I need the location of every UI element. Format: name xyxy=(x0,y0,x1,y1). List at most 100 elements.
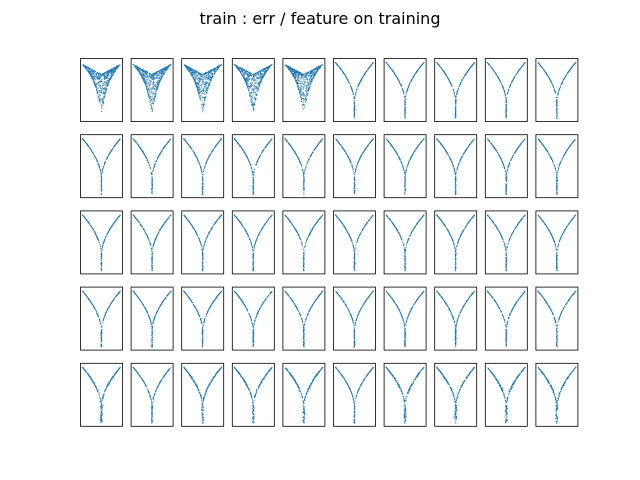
scatter-point xyxy=(139,72,141,74)
scatter-point xyxy=(98,73,100,75)
scatter-point xyxy=(144,81,145,83)
scatter-point xyxy=(97,76,99,78)
scatter-point xyxy=(305,77,307,78)
scatter-point xyxy=(145,70,147,72)
scatter-point xyxy=(298,78,299,80)
scatter-point xyxy=(361,77,363,79)
scatter-point xyxy=(304,81,306,83)
scatter-point xyxy=(414,74,416,75)
scatter-point xyxy=(99,100,101,101)
scatter-point xyxy=(110,75,112,77)
scatter-point xyxy=(106,72,108,74)
scatter-point xyxy=(351,88,353,89)
scatter-point xyxy=(114,68,116,70)
scatter-point xyxy=(306,90,307,92)
scatter-point xyxy=(164,69,165,71)
scatter-point xyxy=(159,70,161,72)
scatter-point xyxy=(307,84,309,86)
scatter-point xyxy=(192,75,194,77)
scatter-point xyxy=(369,66,371,68)
scatter-point xyxy=(253,77,255,79)
scatter-point xyxy=(462,77,464,79)
scatter-point xyxy=(321,64,323,66)
scatter-point xyxy=(251,88,253,90)
scatter-point xyxy=(556,110,558,112)
scatter-point xyxy=(246,70,247,72)
scatter-point xyxy=(166,66,168,68)
scatter-point xyxy=(308,86,310,88)
scatter-point xyxy=(302,104,304,106)
scatter-point xyxy=(218,65,220,67)
scatter-point xyxy=(147,94,149,95)
scatter-point xyxy=(210,79,212,81)
scatter-point xyxy=(249,85,251,87)
scatter-point xyxy=(213,68,214,70)
scatter-point xyxy=(295,72,297,74)
scatter-point xyxy=(87,68,89,70)
scatter-point xyxy=(134,66,136,68)
scatter-point xyxy=(249,95,251,97)
scatter-point xyxy=(454,93,455,95)
scatter-points xyxy=(234,64,273,111)
scatter-point xyxy=(404,113,406,115)
scatter-point xyxy=(150,108,152,110)
scatter-point xyxy=(159,71,161,73)
scatter-point xyxy=(405,95,407,97)
scatter-point xyxy=(139,67,141,69)
scatter-point xyxy=(150,73,152,75)
scatter-point xyxy=(144,82,146,84)
scatter-point xyxy=(157,74,159,76)
scatter-point xyxy=(353,102,355,104)
scatter-point xyxy=(309,78,311,79)
scatter-point xyxy=(519,68,521,70)
scatter-point xyxy=(113,72,115,73)
scatter-point xyxy=(252,83,254,85)
scatter-point xyxy=(309,83,311,85)
scatter-point xyxy=(404,111,406,113)
scatter-point xyxy=(102,85,104,86)
scatter-point xyxy=(193,70,195,72)
scatter-point xyxy=(98,90,99,92)
scatter-point xyxy=(254,102,256,104)
scatter-point xyxy=(248,80,249,82)
scatter-point xyxy=(91,72,93,74)
scatter-point xyxy=(509,84,511,86)
scatter-point xyxy=(398,80,400,82)
scatter-point xyxy=(198,85,199,87)
scatter-point xyxy=(308,73,310,75)
scatter-point xyxy=(192,77,194,79)
scatter-point xyxy=(309,85,311,87)
scatter-point xyxy=(521,66,522,68)
scatter-point xyxy=(317,66,319,68)
scatter-point xyxy=(251,79,253,81)
scatter-point xyxy=(558,88,560,90)
scatter-point xyxy=(238,66,240,68)
scatter-point xyxy=(564,76,566,78)
scatter-point xyxy=(523,63,525,64)
scatter-point xyxy=(360,80,362,82)
scatter-point xyxy=(416,70,418,72)
scatter-point xyxy=(311,75,313,77)
scatter-point xyxy=(247,71,249,73)
scatter-point xyxy=(186,66,188,68)
scatter-point xyxy=(251,84,253,86)
scatter-point xyxy=(106,88,107,90)
scatter-point xyxy=(186,67,188,69)
scatter-point xyxy=(153,87,155,89)
scatter-point xyxy=(371,63,373,65)
scatter-point xyxy=(247,88,249,89)
scatter-point xyxy=(306,93,308,95)
scatter-point xyxy=(154,73,156,75)
scatter-point xyxy=(199,88,200,90)
scatter-point xyxy=(205,91,207,92)
scatter-point xyxy=(253,76,255,78)
scatter-point xyxy=(259,72,261,74)
scatter-point xyxy=(251,102,253,103)
scatter-point xyxy=(194,74,196,76)
scatter-point xyxy=(143,73,144,75)
scatter-point xyxy=(199,73,201,75)
scatter-point xyxy=(101,81,103,83)
scatter-point xyxy=(105,89,107,91)
scatter-point xyxy=(397,78,398,80)
scatter-point xyxy=(423,62,424,64)
